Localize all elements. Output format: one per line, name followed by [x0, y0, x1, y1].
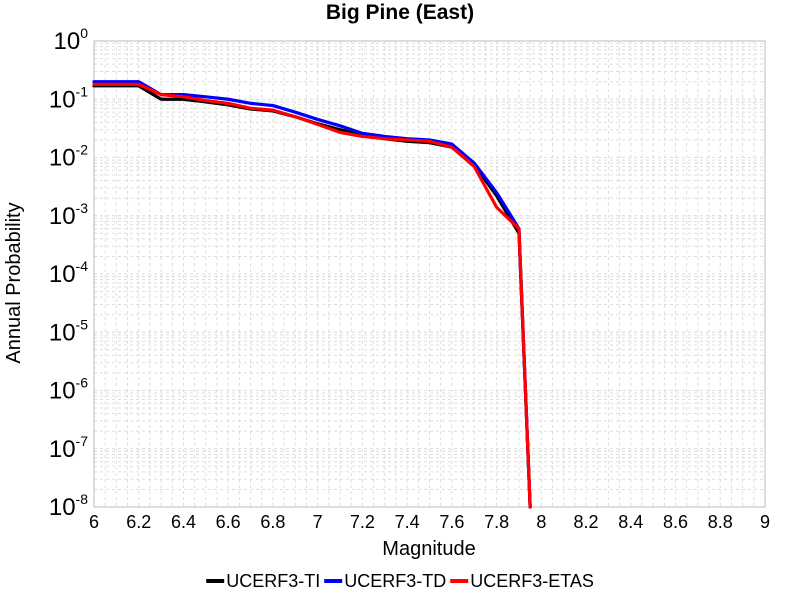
x-tick-label: 6 — [89, 512, 99, 532]
y-tick-label: 10-2 — [49, 142, 88, 172]
x-tick-label: 8.2 — [574, 512, 599, 532]
plot-frame — [93, 40, 766, 508]
y-tick-label: 10-7 — [49, 433, 88, 463]
series-lines — [92, 80, 532, 509]
y-tick-label: 10-3 — [49, 200, 88, 230]
y-tick-label: 10-1 — [49, 83, 88, 113]
x-tick-label: 7.6 — [439, 512, 464, 532]
x-axis-label: Magnitude — [382, 538, 475, 560]
chart-title: Big Pine (East) — [326, 1, 474, 24]
y-tick-label: 10-4 — [49, 258, 88, 288]
y-tick-label: 10-6 — [49, 375, 88, 405]
legend-item: UCERF3-TI — [206, 571, 320, 591]
x-tick-label: 9 — [760, 512, 770, 532]
grid — [93, 40, 766, 508]
x-tick-label: 8.4 — [618, 512, 643, 532]
x-tick-label: 7.8 — [484, 512, 509, 532]
legend-label: UCERF3-TI — [226, 571, 320, 591]
series-line-ucerf3-etas — [92, 82, 532, 509]
y-axis-label: Annual Probability — [3, 202, 25, 363]
legend-item: UCERF3-ETAS — [450, 571, 594, 591]
x-tick-labels: 6 6.2 6.4 6.6 6.8 7 7.2 7.4 7.6 7.8 8 8.2 8.4 8.6 8.8 9 — [89, 512, 770, 532]
x-tick-label: 7 — [313, 512, 323, 532]
x-tick-label: 7.2 — [350, 512, 375, 532]
legend-item: UCERF3-TD — [324, 571, 446, 591]
y-tick-label: 10-5 — [49, 316, 88, 346]
y-tick-labels: 100 10-1 10-2 10-3 10-4 10-5 10-6 10-7 10-8 — [49, 25, 88, 521]
x-tick-label: 8.8 — [708, 512, 733, 532]
x-tick-label: 6.2 — [126, 512, 151, 532]
series-line-ucerf3-td — [92, 80, 532, 509]
legend-label: UCERF3-ETAS — [470, 571, 594, 591]
series-line-ucerf3-ti — [92, 84, 532, 509]
legend: UCERF3-TI UCERF3-TD UCERF3-ETAS — [206, 571, 594, 591]
x-tick-label: 7.4 — [395, 512, 420, 532]
x-tick-label: 8.6 — [663, 512, 688, 532]
x-tick-label: 6.6 — [216, 512, 241, 532]
legend-label: UCERF3-TD — [344, 571, 446, 591]
y-tick-label: 100 — [54, 25, 89, 55]
x-tick-label: 6.4 — [171, 512, 196, 532]
x-tick-label: 6.8 — [260, 512, 285, 532]
x-tick-label: 8 — [536, 512, 546, 532]
y-tick-label: 10-8 — [49, 491, 88, 521]
